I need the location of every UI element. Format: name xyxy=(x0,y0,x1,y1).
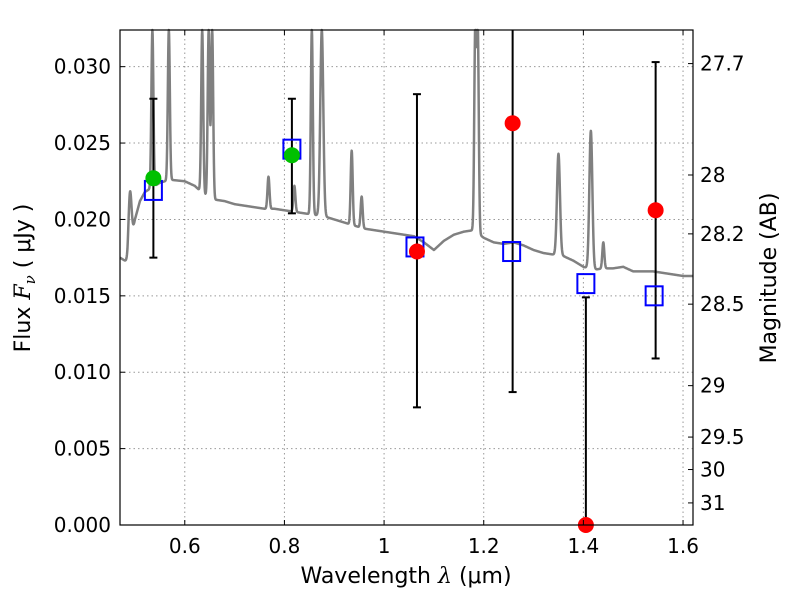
y2-tick-label: 29.5 xyxy=(700,425,745,449)
model-photometry-squares xyxy=(143,138,664,307)
spectrum-group xyxy=(119,28,694,278)
y2-tick-label: 28.5 xyxy=(700,292,745,316)
x-tick-label: 1.6 xyxy=(667,534,699,558)
y2-tick-label: 30 xyxy=(700,458,725,482)
y2-tick-label: 28.2 xyxy=(700,222,745,246)
axis-ticks xyxy=(120,30,693,526)
y2-tick-labels: 27.7 28 28.2 28.5 29 29.5 30 31 xyxy=(700,52,745,515)
y-axis-title: Flux Fν ( μJy ) xyxy=(11,204,39,353)
x-tick-label: 1.2 xyxy=(468,534,500,558)
model-photometry-square xyxy=(644,285,664,307)
y-tick-label: 0.030 xyxy=(54,55,111,79)
y2-axis-title: Magnitude (AB) xyxy=(757,193,782,364)
detection-point xyxy=(283,147,300,164)
model-photometry-square xyxy=(576,273,596,295)
y2-tick-label: 28 xyxy=(700,163,725,187)
upper-limit-point xyxy=(647,202,664,219)
x-tick-label: 1.4 xyxy=(567,534,599,558)
y-tick-label: 0.000 xyxy=(54,513,111,537)
upper-limit-point xyxy=(408,243,425,260)
y-tick-label: 0.025 xyxy=(54,131,111,155)
error-bar xyxy=(581,296,590,525)
x-tick-label: 1 xyxy=(378,534,391,558)
grid-lines xyxy=(120,30,693,526)
y2-tick-label: 29 xyxy=(700,374,725,398)
x-tick-label: 0.8 xyxy=(269,534,301,558)
y-tick-label: 0.010 xyxy=(54,360,111,384)
error-bar xyxy=(508,30,517,394)
y2-tick-label: 31 xyxy=(700,491,725,515)
y-tick-labels: 0.000 0.005 0.010 0.015 0.020 0.025 0.030 xyxy=(54,55,111,537)
upper-limit-point xyxy=(504,115,521,132)
plot-frame xyxy=(119,29,694,526)
model-spectrum-line xyxy=(119,28,694,278)
y-tick-label: 0.020 xyxy=(54,207,111,231)
model-photometry-square xyxy=(502,241,522,263)
x-axis-title: Wavelength λ (μm) xyxy=(300,564,511,589)
x-tick-labels: 0.6 0.8 1 1.2 1.4 1.6 xyxy=(169,534,699,558)
y-tick-label: 0.015 xyxy=(54,284,111,308)
y2-tick-label: 27.7 xyxy=(700,52,745,76)
detection-point xyxy=(145,170,162,187)
x-tick-label: 0.6 xyxy=(169,534,201,558)
y-tick-label: 0.005 xyxy=(54,437,111,461)
